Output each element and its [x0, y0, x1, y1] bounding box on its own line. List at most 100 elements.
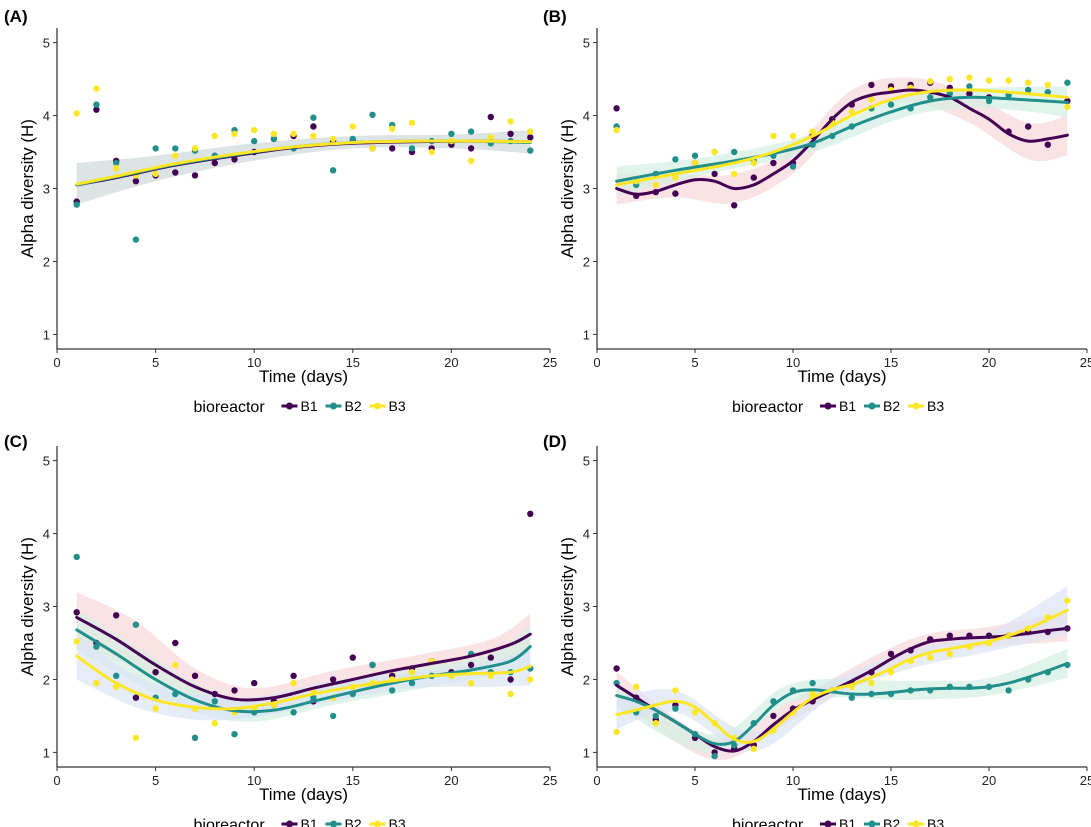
data-point-b2 — [672, 705, 679, 712]
data-point-b1 — [672, 190, 679, 197]
legend-title: bioreactor — [732, 817, 804, 827]
legend-label: B2 — [883, 398, 900, 414]
data-point-b2 — [251, 137, 258, 145]
data-point-b3 — [507, 118, 514, 125]
legend-swatch-dot — [912, 820, 920, 827]
legend-label: B1 — [301, 398, 318, 414]
y-tick-label: 5 — [583, 36, 590, 51]
data-point-b2 — [985, 97, 993, 105]
data-point-b3 — [868, 679, 875, 687]
data-point-b3 — [691, 709, 699, 716]
data-point-b3 — [1064, 103, 1071, 111]
fit-line-b3 — [615, 608, 1069, 744]
data-point-b1 — [290, 672, 297, 679]
legend-label: B3 — [389, 816, 406, 827]
x-tick-label: 25 — [1080, 355, 1091, 370]
y-tick-label: 2 — [583, 254, 590, 269]
data-point-b3 — [369, 145, 376, 152]
x-tick-label: 15 — [884, 355, 898, 370]
data-point-b2 — [172, 145, 179, 152]
y-tick-label: 5 — [43, 36, 50, 51]
legend-item-b3: B3 — [369, 816, 406, 827]
y-tick-label: 3 — [583, 182, 590, 197]
data-point-b2 — [113, 672, 120, 679]
data-point-b3 — [389, 125, 396, 132]
data-point-b2 — [191, 734, 199, 741]
data-point-b1 — [750, 174, 757, 181]
data-point-b1 — [770, 712, 777, 720]
x-tick-label: 15 — [884, 773, 898, 788]
legend-label: B2 — [883, 816, 900, 827]
x-tick-label: 0 — [53, 773, 60, 788]
legend-title: bioreactor — [732, 399, 804, 416]
data-point-b3 — [152, 705, 159, 712]
data-point-b1 — [1025, 123, 1032, 130]
panel-label: (D) — [543, 432, 567, 451]
data-point-b3 — [527, 676, 534, 683]
legend-item-b2: B2 — [325, 816, 362, 827]
data-point-b2 — [408, 679, 416, 687]
data-point-b3 — [1064, 597, 1071, 604]
confidence-band — [616, 86, 1068, 196]
data-point-b3 — [467, 679, 475, 687]
legend-label: B1 — [839, 816, 856, 827]
data-point-b2 — [270, 135, 278, 143]
data-point-b3 — [172, 661, 179, 669]
data-point-b1 — [191, 172, 199, 179]
data-point-b1 — [349, 654, 356, 661]
data-point-b1 — [527, 510, 534, 517]
data-point-b3 — [750, 159, 757, 167]
data-point-b2 — [731, 148, 738, 156]
data-point-b3 — [633, 683, 640, 690]
legend-swatch-dot — [330, 402, 337, 410]
x-tick-label: 0 — [593, 355, 600, 370]
legend-item-b3: B3 — [908, 398, 944, 414]
x-axis-title: Time (days) — [259, 785, 348, 804]
y-tick-label: 5 — [43, 454, 50, 469]
data-point-b3 — [251, 126, 258, 134]
x-tick-label: 15 — [346, 355, 360, 370]
x-tick-label: 15 — [346, 773, 360, 788]
y-tick-label: 4 — [43, 527, 50, 542]
y-axis-title: Alpha diversity (H) — [18, 119, 37, 258]
data-point-b1 — [946, 632, 953, 639]
data-point-b3 — [927, 78, 934, 85]
data-point-b1 — [613, 665, 620, 672]
data-point-b2 — [691, 152, 699, 159]
panel-c: (C) 1 2 3 4 5 0 5 10 15 20 25 Time (days) Alpha diver… — [4, 432, 557, 827]
data-point-b2 — [809, 679, 816, 687]
data-point-b3 — [652, 720, 659, 727]
data-point-b2 — [672, 156, 679, 163]
legend-title: bioreactor — [194, 817, 266, 827]
data-point-b1 — [966, 90, 973, 97]
x-tick-label: 10 — [247, 355, 261, 370]
data-point-b1 — [731, 202, 738, 209]
data-point-b3 — [349, 123, 356, 130]
data-point-b3 — [172, 152, 179, 159]
data-point-b2 — [132, 621, 140, 628]
x-axis-title: Time (days) — [797, 785, 886, 804]
data-point-b3 — [1005, 77, 1012, 84]
data-point-b1 — [389, 145, 396, 152]
data-point-b1 — [887, 650, 895, 658]
data-point-b3 — [613, 728, 620, 736]
legend-item-b3: B3 — [908, 816, 944, 827]
y-tick-label: 1 — [583, 327, 590, 342]
x-tick-label: 25 — [1080, 773, 1091, 788]
fit-line-b2 — [615, 661, 1069, 746]
legend-item-b1: B1 — [281, 816, 318, 827]
x-tick-label: 0 — [53, 355, 60, 370]
x-tick-label: 20 — [444, 355, 458, 370]
x-axis-title: Time (days) — [797, 367, 886, 386]
y-tick-label: 3 — [43, 182, 50, 197]
x-axis-title: Time (days) — [259, 367, 348, 386]
data-point-b3 — [270, 130, 278, 137]
data-point-b2 — [329, 167, 337, 174]
y-tick-label: 5 — [583, 454, 590, 469]
data-point-b1 — [132, 178, 140, 185]
legend-swatch-dot — [868, 820, 876, 827]
data-point-b3 — [946, 650, 953, 658]
x-tick-label: 20 — [444, 773, 458, 788]
data-point-b3 — [927, 654, 934, 661]
